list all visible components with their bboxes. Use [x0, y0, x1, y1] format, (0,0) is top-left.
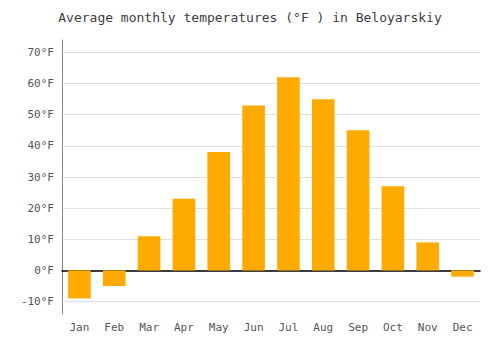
svg-text:Jun: Jun — [244, 321, 264, 334]
svg-text:Aug: Aug — [313, 321, 333, 334]
svg-text:20°F: 20°F — [28, 202, 55, 215]
svg-text:-10°F: -10°F — [21, 295, 54, 308]
svg-text:30°F: 30°F — [28, 171, 55, 184]
svg-text:Jul: Jul — [278, 321, 298, 334]
svg-text:Apr: Apr — [174, 321, 194, 334]
svg-text:70°F: 70°F — [28, 46, 55, 59]
svg-text:May: May — [209, 321, 229, 334]
svg-text:Nov: Nov — [418, 321, 438, 334]
svg-text:Feb: Feb — [104, 321, 124, 334]
svg-text:Average monthly temperatures (: Average monthly temperatures (°F ) in Be… — [58, 10, 442, 25]
svg-text:60°F: 60°F — [28, 77, 55, 90]
svg-text:Sep: Sep — [348, 321, 368, 334]
svg-text:Dec: Dec — [453, 321, 473, 334]
svg-text:0°F: 0°F — [34, 264, 54, 277]
svg-text:10°F: 10°F — [28, 233, 55, 246]
svg-text:50°F: 50°F — [28, 108, 55, 121]
svg-text:Jan: Jan — [69, 321, 89, 334]
svg-text:Oct: Oct — [383, 321, 403, 334]
svg-text:Mar: Mar — [139, 321, 159, 334]
svg-text:40°F: 40°F — [28, 139, 55, 152]
